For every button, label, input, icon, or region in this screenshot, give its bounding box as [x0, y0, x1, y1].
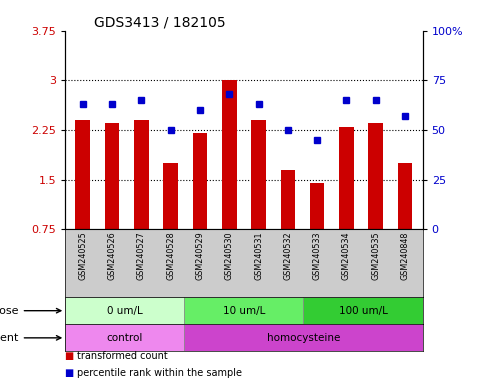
Text: GSM240531: GSM240531 — [254, 231, 263, 280]
Bar — [65, 297, 185, 324]
Bar — [65, 324, 185, 351]
Text: dose: dose — [0, 306, 61, 316]
Text: GSM240535: GSM240535 — [371, 231, 380, 280]
Text: GSM240533: GSM240533 — [313, 231, 322, 280]
Text: GSM240534: GSM240534 — [342, 231, 351, 280]
Bar — [193, 133, 207, 229]
Text: percentile rank within the sample: percentile rank within the sample — [77, 368, 242, 378]
Text: GSM240526: GSM240526 — [108, 231, 116, 280]
Bar — [251, 120, 266, 229]
Bar — [75, 120, 90, 229]
Text: GSM240529: GSM240529 — [196, 231, 204, 280]
Bar — [134, 120, 149, 229]
Text: GSM240848: GSM240848 — [400, 231, 410, 280]
Text: homocysteine: homocysteine — [267, 333, 340, 343]
Text: 10 um/L: 10 um/L — [223, 306, 265, 316]
Bar — [105, 123, 119, 229]
Bar — [303, 297, 423, 324]
Text: GSM240525: GSM240525 — [78, 231, 87, 280]
Bar — [339, 127, 354, 229]
Text: GSM240527: GSM240527 — [137, 231, 146, 280]
Text: GSM240530: GSM240530 — [225, 231, 234, 280]
Bar — [398, 163, 412, 229]
Bar — [185, 297, 303, 324]
Bar — [281, 170, 295, 229]
Text: ■: ■ — [65, 351, 78, 361]
Text: 0 um/L: 0 um/L — [107, 306, 142, 316]
Text: transformed count: transformed count — [77, 351, 168, 361]
Bar — [310, 183, 325, 229]
Bar — [163, 163, 178, 229]
Text: ■: ■ — [65, 368, 78, 378]
Bar — [222, 80, 237, 229]
Text: GSM240528: GSM240528 — [166, 231, 175, 280]
Text: GSM240532: GSM240532 — [284, 231, 292, 280]
Text: agent: agent — [0, 333, 61, 343]
Text: GDS3413 / 182105: GDS3413 / 182105 — [94, 16, 226, 30]
Text: control: control — [107, 333, 143, 343]
Text: 100 um/L: 100 um/L — [339, 306, 387, 316]
Bar — [185, 324, 423, 351]
Bar — [369, 123, 383, 229]
